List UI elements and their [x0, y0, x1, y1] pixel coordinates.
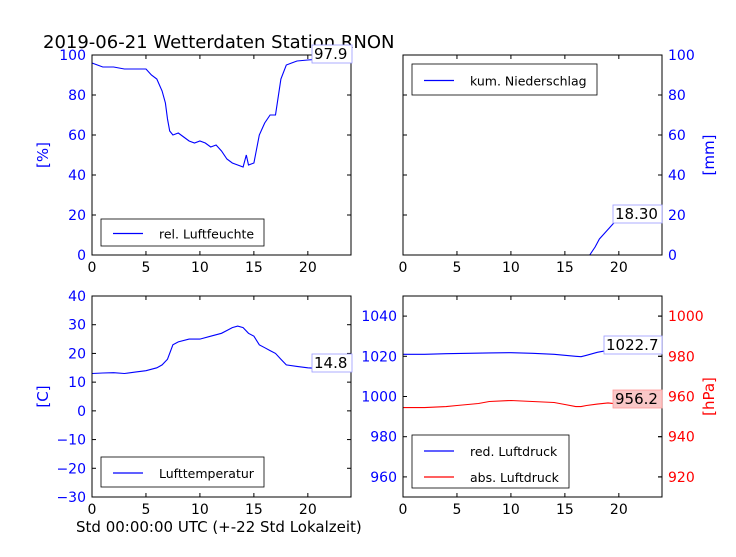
y-tick-label: 0 [668, 248, 677, 264]
series-line-2 [403, 399, 662, 409]
y-tick-label: 20 [668, 208, 686, 224]
value-annotation-box [603, 335, 663, 355]
y-tick-label: 1040 [361, 309, 397, 325]
plot-frame [402, 54, 663, 256]
x-tick-label: 10 [502, 260, 520, 276]
chart-panel-2: 0 5 10 15 20 0 20 40 60 80 100 [mm] kum. Niederschla… [399, 48, 718, 276]
x-tick-label: 20 [299, 260, 317, 276]
y-tick-label: 80 [668, 88, 686, 104]
x-tick-label: 0 [399, 502, 408, 518]
value-annotation-box [612, 204, 663, 224]
x-tick-label: 0 [399, 260, 408, 276]
y-tick-label: 0 [77, 404, 86, 420]
figure-title: 2019-06-21 Wetterdaten Station RNON [43, 32, 394, 53]
y-tick-label: 20 [68, 208, 86, 224]
right-y-tick-label: 920 [668, 470, 695, 486]
legend-label: Lufttemperatur [159, 466, 255, 481]
value-annotation-box [311, 353, 353, 373]
y-tick-label: −30 [56, 490, 86, 506]
y-tick-label: 40 [668, 168, 686, 184]
y-tick-label: −10 [56, 433, 86, 449]
chart-panel-1: 0 5 10 15 20 0 20 40 60 80 100 [%] rel. Luftfeuchte 9… [34, 44, 353, 276]
x-tick-label: 15 [245, 502, 263, 518]
legend-label: abs. Luftdruck [470, 470, 560, 485]
y-tick-label: 980 [370, 430, 397, 446]
y-tick-label: 20 [68, 346, 86, 362]
y-tick-label: 1000 [361, 390, 397, 406]
x-tick-label: 5 [452, 502, 461, 518]
x-tick-label: 5 [452, 260, 461, 276]
chart-panel-4: 0 5 10 15 20 960 980 1000 1020 1040 920 940 960 980 10… [361, 295, 718, 518]
legend-box [100, 456, 265, 488]
y-tick-label: 960 [370, 470, 397, 486]
value-annotation-box [612, 389, 663, 409]
legend-label: kum. Niederschlag [470, 74, 587, 89]
y-tick-label: 80 [68, 88, 86, 104]
chart-panel-3: 0 5 10 15 20 −30 −20 −10 0 10 20 30 40 [C] Lufttempera… [34, 289, 353, 518]
series-line-1 [91, 58, 351, 168]
x-tick-label: 5 [141, 502, 150, 518]
x-tick-label: 15 [245, 260, 263, 276]
series-line-1 [403, 217, 662, 256]
y-axis-label: [hPa] [700, 377, 718, 416]
value-annotation: 956.2 [615, 390, 658, 408]
value-annotation: 97.9 [314, 45, 347, 63]
x-tick-label: 10 [191, 502, 209, 518]
y-tick-label: 40 [68, 168, 86, 184]
x-tick-label: 20 [299, 502, 317, 518]
value-annotation: 1022.7 [606, 336, 659, 354]
series-line-1 [91, 325, 351, 375]
y-axis-label: [%] [34, 142, 52, 168]
plot-frame [91, 54, 352, 256]
y-tick-label: 100 [59, 48, 86, 64]
y-tick-label: 10 [68, 375, 86, 391]
y-axis-label: [mm] [700, 135, 718, 176]
right-y-tick-label: 980 [668, 349, 695, 365]
x-tick-label: 15 [556, 502, 574, 518]
x-tick-label: 5 [141, 260, 150, 276]
value-annotation-box [311, 44, 353, 64]
legend-box [100, 218, 265, 247]
value-annotation: 14.8 [314, 354, 347, 372]
y-axis-label: [C] [34, 385, 52, 407]
plot-frame [91, 295, 352, 498]
legend-label: red. Luftdruck [470, 444, 558, 459]
y-tick-label: 40 [68, 289, 86, 305]
x-tick-label: 20 [610, 260, 628, 276]
legend-box [411, 434, 570, 489]
right-y-tick-label: 1000 [668, 309, 704, 325]
x-tick-label: 0 [88, 502, 97, 518]
right-y-tick-label: 960 [668, 390, 695, 406]
y-tick-label: 0 [77, 248, 86, 264]
y-tick-label: 60 [668, 128, 686, 144]
x-tick-label: 15 [556, 260, 574, 276]
y-tick-label: 100 [668, 48, 695, 64]
value-annotation: 18.30 [615, 205, 658, 223]
legend-label: rel. Luftfeuchte [159, 227, 254, 242]
y-tick-label: −20 [56, 461, 86, 477]
x-tick-label: 20 [610, 502, 628, 518]
x-tick-label: 10 [191, 260, 209, 276]
x-axis-label: Std 00:00:00 UTC (+-22 Std Lokalzeit) [76, 518, 362, 536]
y-tick-label: 1020 [361, 349, 397, 365]
x-tick-label: 10 [502, 502, 520, 518]
right-y-tick-label: 940 [668, 430, 695, 446]
legend-box [411, 63, 598, 96]
y-tick-label: 30 [68, 318, 86, 334]
y-tick-label: 60 [68, 128, 86, 144]
x-tick-label: 0 [88, 260, 97, 276]
